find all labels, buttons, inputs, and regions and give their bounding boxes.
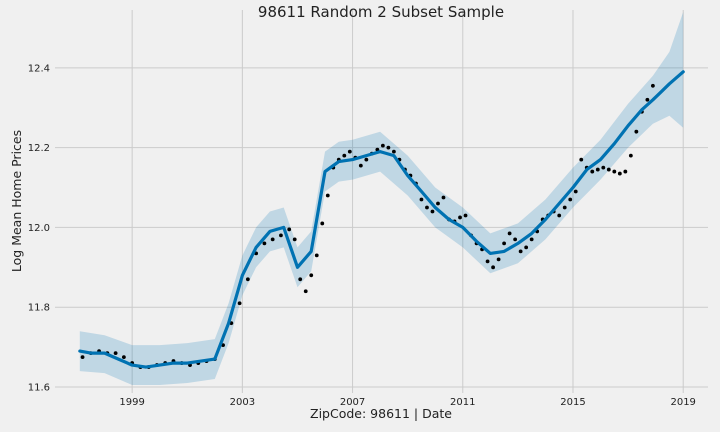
observed-point [463,213,468,218]
observed-point [485,259,490,264]
observed-point [245,277,250,282]
observed-point [121,355,126,359]
observed-point [320,221,325,226]
observed-point [573,189,578,194]
observed-point [562,205,567,210]
observed-point [325,193,330,198]
x-tick-label: 2015 [560,397,585,408]
observed-point [270,237,275,242]
y-tick-label: 11.6 [28,383,50,394]
y-tick-labels: 11.6 11.8 12.0 12.2 12.4 [28,63,50,393]
observed-point [292,237,297,242]
observed-point [298,277,303,282]
observed-point [279,233,283,238]
observed-point [425,205,429,210]
observed-point [507,231,512,236]
y-tick-label: 12.2 [28,143,50,154]
x-tick-labels: 1999 2003 2007 2011 2015 2019 [119,397,696,408]
observed-point [358,163,363,168]
x-tick-label: 2011 [450,397,475,408]
observed-point [314,253,319,258]
observed-point [590,169,595,174]
x-tick-label: 1999 [119,397,144,408]
observed-point [502,241,507,246]
y-tick-label: 11.8 [28,303,50,314]
observed-point [342,153,347,158]
observed-point [458,215,462,220]
observed-point [595,167,600,172]
x-axis-label: ZipCode: 98611 | Date [310,406,452,421]
grid-lines [55,10,708,393]
observed-point [441,195,446,200]
observed-point [513,237,518,242]
observed-point [524,245,529,250]
y-axis-label: Log Mean Home Prices [9,130,24,272]
observed-point [623,169,628,174]
observed-point [380,143,385,148]
observed-point [80,355,85,359]
x-tick-label: 2003 [230,397,255,408]
forecast-line [78,70,685,369]
observed-point [650,83,655,88]
chart-title: 98611 Random 2 Subset Sample [258,3,504,21]
observed-point [364,157,369,162]
observed-point [612,169,617,174]
observed-point [287,227,292,232]
observed-point [262,241,267,246]
observed-point [529,237,534,242]
observed-point [309,273,314,278]
observed-point [237,301,242,306]
observed-point [347,149,352,154]
observed-point [606,167,611,172]
observed-point [557,213,562,218]
observed-point [491,265,495,270]
observed-point [634,129,639,134]
observed-point [645,97,650,102]
observed-point [496,257,501,262]
observed-point [303,289,308,294]
observed-point [568,197,573,202]
x-tick-label: 2007 [340,397,365,408]
x-tick-label: 2019 [670,397,695,408]
observed-point [518,249,523,254]
observed-point [430,209,435,214]
observed-point [419,197,424,202]
observed-point [386,145,391,150]
y-tick-label: 12.0 [28,223,50,234]
observed-point [617,171,622,176]
y-tick-label: 12.4 [28,63,50,74]
observed-point [579,157,584,162]
observed-point [601,165,606,170]
observed-point [113,351,118,356]
observed-point [391,149,396,154]
observed-point [436,201,440,206]
observed-point [628,153,633,158]
